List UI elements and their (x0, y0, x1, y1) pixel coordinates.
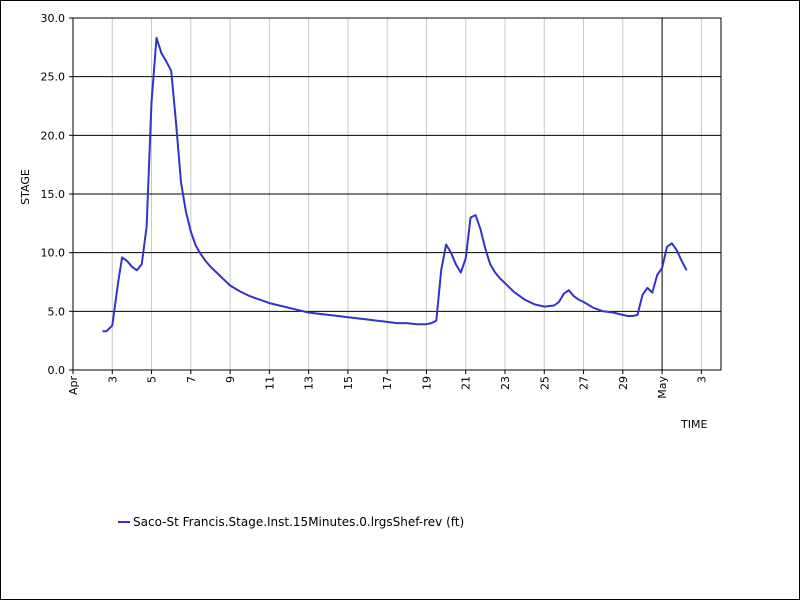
x-tick-label-5: 11 (263, 376, 276, 390)
x-tick-label-12: 25 (538, 376, 551, 390)
y-tick-label-6: 30.0 (41, 12, 66, 25)
x-tick-label-2: 5 (146, 376, 159, 383)
x-tick-label-13: 27 (578, 376, 591, 390)
legend: Saco-St Francis.Stage.Inst.15Minutes.0.l… (118, 515, 464, 529)
x-tick-label-0: Apr (67, 376, 80, 396)
y-tick-label-3: 15.0 (41, 188, 66, 201)
x-tick-label-8: 17 (381, 376, 394, 390)
x-tick-label-3: 7 (185, 376, 198, 383)
y-tick-label-0: 0.0 (48, 364, 66, 377)
series-line-0 (102, 36, 688, 333)
series-layer (102, 36, 688, 333)
y-tick-label-2: 10.0 (41, 247, 66, 260)
y-tick-label-5: 25.0 (41, 71, 66, 84)
y-axis-ticks: 0.0 5.0 10.0 15.0 20.0 25.0 30.0 (41, 12, 73, 377)
horizontal-grid (73, 76, 721, 312)
x-tick-label-6: 13 (303, 376, 316, 390)
x-tick-label-9: 19 (420, 376, 433, 390)
y-tick-label-4: 20.0 (41, 129, 66, 142)
x-axis-ticks: Apr 3 5 7 9 11 13 15 17 19 21 23 25 27 29 May 3 (67, 370, 708, 399)
x-tick-label-4: 9 (224, 376, 237, 383)
x-tick-label-10: 21 (460, 376, 473, 390)
y-axis-label: STAGE (19, 169, 32, 205)
x-tick-label-11: 23 (499, 376, 512, 390)
y-tick-label-1: 5.0 (48, 305, 66, 318)
x-tick-label-1: 3 (106, 376, 119, 383)
x-tick-label-14: 29 (617, 376, 630, 390)
x-tick-label-15: May (656, 376, 669, 399)
legend-label: Saco-St Francis.Stage.Inst.15Minutes.0.l… (133, 515, 464, 529)
x-axis-label: TIME (680, 418, 707, 431)
x-tick-label-16: 3 (695, 376, 708, 383)
x-tick-label-7: 15 (342, 376, 355, 390)
